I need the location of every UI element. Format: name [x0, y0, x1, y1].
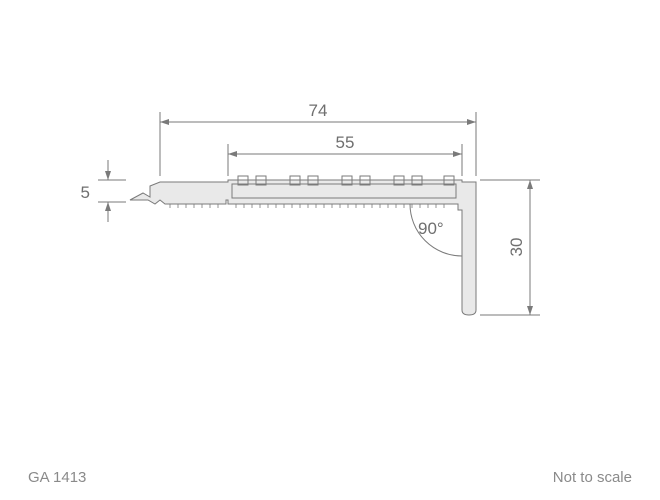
drawing-svg: 90° 74 55 5 30: [0, 0, 660, 500]
scale-note: Not to scale: [553, 469, 632, 486]
angle-label: 90°: [418, 219, 444, 238]
technical-drawing-canvas: 90° 74 55 5 30 GA 1413 Not to s: [0, 0, 660, 500]
profile-body-fill: [130, 180, 476, 315]
dim-top-inner-value: 55: [336, 133, 355, 152]
dim-top-outer-value: 74: [309, 101, 328, 120]
product-code: GA 1413: [28, 469, 86, 486]
dim-left-small-value: 5: [81, 183, 90, 202]
dim-top-inner: 55: [228, 133, 462, 176]
dim-right-height: 30: [480, 180, 540, 315]
dim-left-small: 5: [81, 160, 126, 222]
base-serrations: [170, 204, 444, 208]
dim-top-outer: 74: [160, 101, 476, 176]
dim-right-height-value: 30: [507, 238, 526, 257]
